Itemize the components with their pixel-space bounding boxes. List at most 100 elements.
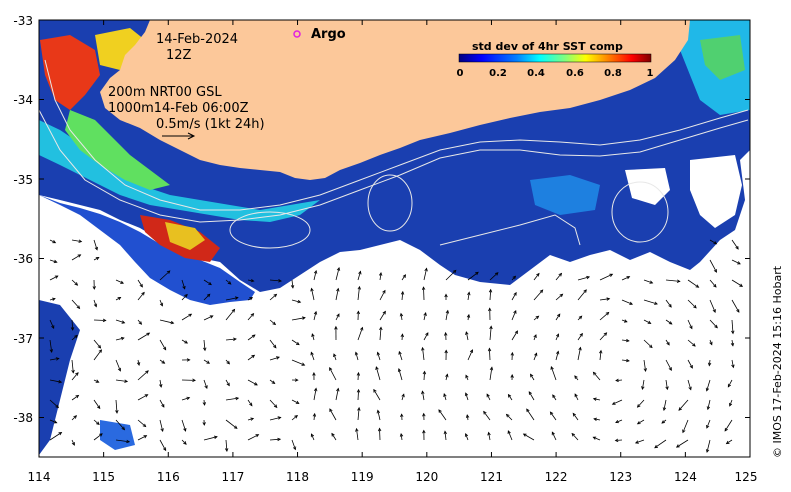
current-vector-arrow [665,299,672,308]
current-vector-arrowhead [675,444,680,448]
current-vector-arrowhead [731,330,735,335]
current-vector-arrow [357,286,360,301]
current-vector-arrowhead [145,370,149,374]
current-vector-arrow [465,433,469,441]
current-vector-arrow [642,379,645,390]
current-vector-arrow [724,419,733,432]
current-vector-arrowhead [424,267,428,272]
current-vector-arrow [93,399,101,409]
current-vector-arrowhead [334,325,338,330]
current-vector-arrowhead [71,369,75,374]
current-vector-arrow [687,319,693,329]
current-vector-arrowhead [528,391,532,395]
current-vector-arrowhead [92,286,96,290]
current-vector-arrow [225,297,238,301]
current-vector-arrowhead [358,270,362,275]
current-vector-arrowhead [70,327,75,331]
current-vector-arrow [467,292,470,301]
current-vector-arrow [571,433,579,441]
current-vector-arrow [71,299,80,309]
current-vector-arrow [291,415,298,421]
current-vector-arrowhead [676,279,681,283]
current-vector-arrow [181,439,187,445]
current-vector-arrowhead [206,360,211,364]
current-vector-arrowhead [507,393,512,398]
current-vector-arrow [511,310,517,321]
current-vector-arrowhead [636,404,641,408]
current-vector-arrow [357,407,360,421]
current-vector-arrowhead [625,338,630,343]
current-vector-arrowhead [379,326,383,331]
current-vector-arrowhead [399,433,404,437]
colorbar-tick-label: 0 [457,68,464,79]
data-gap-central [625,168,670,205]
current-vector-arrow [637,419,645,425]
current-vector-arrow [115,337,124,341]
current-vector-arrow [445,374,448,381]
current-vector-arrow [400,433,403,441]
current-vector-arrow [181,313,192,321]
current-vector-arrowhead [55,404,60,409]
current-vector-arrowhead [271,380,276,385]
lat-tick-label: -35 [13,173,33,187]
current-vector-arrowhead [647,320,652,324]
current-vector-arrowhead [592,371,597,376]
current-vector-arrow [49,432,62,441]
colorbar: std dev of 4hr SST comp 0 0.2 0.4 0.6 0.… [457,40,654,79]
current-vector-arrowhead [713,241,718,245]
current-vector-arrowhead [208,281,212,286]
current-vector-arrowhead [578,315,583,320]
current-vector-arrow [599,273,613,281]
current-vector-arrowhead [55,357,60,361]
current-vector-arrowhead [186,396,191,400]
current-vector-arrowhead [465,414,470,419]
current-vector-arrowhead [444,293,448,298]
current-vector-arrow [269,339,277,349]
current-vector-arrowhead [421,390,425,395]
lon-tick-label: 117 [221,470,244,484]
current-vector-arrow [706,419,711,429]
current-vector-arrowhead [356,310,361,315]
current-vector-arrowhead [336,266,341,271]
colorbar-tick-label: 1 [647,68,654,79]
current-vector-arrowhead [713,284,717,288]
current-vector-arrowhead [641,386,645,390]
current-vector-arrow [225,309,235,321]
current-vector-arrow [637,399,645,408]
current-vector-arrowhead [438,409,442,413]
current-vector-arrow [291,299,301,303]
current-vector-arrowhead [226,382,230,387]
current-vector-arrowhead [373,388,377,393]
current-vector-arrowhead [689,364,693,369]
current-vector-arrowhead [735,245,739,250]
current-vector-arrowhead [665,386,669,391]
current-vector-arrow [687,379,692,390]
current-vector-arrow [269,399,278,408]
current-vector-arrow [93,257,99,261]
current-vector-arrowhead [579,332,583,337]
current-vector-arrowhead [184,293,188,298]
current-vector-arrowhead [467,291,471,296]
current-vector-arrow [709,299,716,313]
current-vector-arrow [375,366,381,381]
current-vector-arrow [621,359,630,362]
current-vector-arrow [423,287,425,301]
current-vector-arrowhead [355,427,359,432]
contour-legend-line2: 1000m14-Feb 06:00Z [108,101,249,116]
current-vector-arrow [489,348,491,361]
current-vector-arrowhead [250,278,255,283]
current-vector-arrow [291,279,294,288]
current-vector-arrow [71,439,75,446]
lon-tick-label: 124 [674,470,697,484]
current-vector-arrowhead [488,288,493,293]
contour-legend-line1: 200m NRT00 GSL [108,85,222,100]
current-vector-arrowhead [510,351,514,356]
current-vector-arrowhead [397,368,402,372]
current-vector-arrowhead [444,331,448,336]
current-vector-arrow [615,379,623,381]
current-vector-arrow [311,433,315,441]
current-vector-arrowhead [714,324,718,329]
current-vector-arrow [291,359,305,366]
current-vector-arrowhead [121,320,126,324]
